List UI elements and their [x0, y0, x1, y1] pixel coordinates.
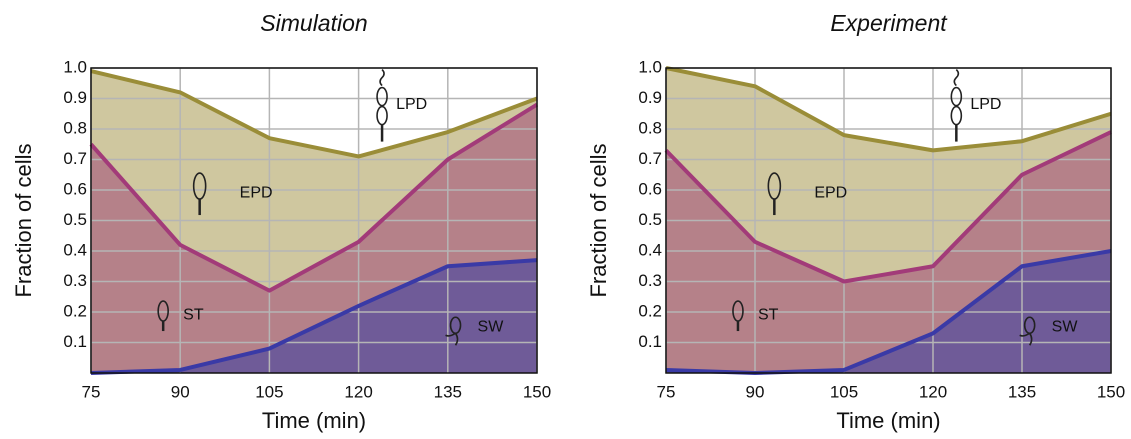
y-tick-label: 0.8 [638, 118, 662, 137]
series-label: EPD [814, 184, 847, 201]
y-tick-label: 0.1 [638, 332, 662, 351]
cell-icon [445, 332, 459, 346]
x-tick-label: 120 [919, 382, 947, 401]
cell-icon [953, 69, 960, 87]
x-tick-label: 135 [1008, 382, 1036, 401]
y-tick-label: 0.4 [63, 240, 87, 259]
cell-icon [950, 86, 963, 107]
y-tick-label: 0.9 [63, 88, 87, 107]
x-axis-label: Time (min) [836, 408, 940, 433]
y-tick-label: 0.5 [63, 210, 87, 229]
x-axis-label: Time (min) [262, 408, 366, 433]
y-tick-label: 0.2 [63, 301, 87, 320]
x-tick-label: 105 [830, 382, 858, 401]
series-label: ST [758, 306, 779, 323]
panel: Experiment 0.1 0.2 0.3 0.4 0.5 0.6 0.7 0.8 0.9 1.0… [586, 10, 1125, 433]
x-tick-label: 90 [171, 382, 190, 401]
chart-title: Simulation [260, 10, 367, 36]
x-tick-label: 150 [523, 382, 551, 401]
plot-frame [90, 67, 538, 374]
y-tick-label: 0.9 [638, 88, 662, 107]
cell-icon [379, 69, 385, 87]
chart-title: Experiment [830, 10, 948, 36]
series-label: EPD [240, 184, 273, 201]
y-tick-label: 0.3 [63, 271, 87, 290]
y-tick-label: 0.5 [638, 210, 662, 229]
x-tick-label: 120 [344, 382, 372, 401]
y-tick-label: 0.3 [638, 271, 662, 290]
panel: Simulation 0.1 0.2 0.3 0.4 0.5 0.6 0.7 0.8 0.9 1.0… [11, 10, 551, 433]
y-axis-label: Fraction of cells [11, 143, 36, 297]
area-fill [91, 104, 537, 373]
series-line [90, 258, 538, 375]
y-tick-label: 0.8 [63, 118, 87, 137]
y-tick-label: 0.4 [638, 240, 662, 259]
y-tick-label: 0.6 [63, 179, 87, 198]
y-tick-label: 0.1 [63, 332, 87, 351]
area-fill [91, 71, 537, 291]
plot-frame [665, 67, 1112, 374]
series-line [664, 130, 1112, 284]
series-line [90, 69, 538, 159]
x-tick-label: 105 [255, 382, 283, 401]
cell-icon [1019, 332, 1033, 346]
cell-icon [376, 86, 388, 107]
y-tick-label: 0.7 [638, 149, 662, 168]
area-fill [91, 260, 537, 373]
series-label: SW [1052, 318, 1079, 335]
area-fill [666, 132, 1111, 373]
annotation: LPD [396, 96, 427, 113]
y-tick-label: 0.6 [638, 179, 662, 198]
x-tick-label: 75 [657, 382, 676, 401]
y-tick-label: 1.0 [638, 57, 662, 76]
y-axis-label: Fraction of cells [586, 143, 611, 297]
x-tick-label: 150 [1097, 382, 1125, 401]
area-fill [666, 68, 1111, 282]
y-tick-label: 0.2 [638, 301, 662, 320]
series-label: SW [478, 318, 505, 335]
series-label: ST [183, 306, 204, 323]
series-line [89, 102, 539, 293]
annotation: LPD [970, 96, 1001, 113]
y-tick-label: 1.0 [63, 57, 87, 76]
y-tick-label: 0.7 [63, 149, 87, 168]
x-tick-label: 90 [746, 382, 765, 401]
x-tick-label: 75 [82, 382, 101, 401]
series-line [665, 66, 1112, 153]
x-tick-label: 135 [434, 382, 462, 401]
